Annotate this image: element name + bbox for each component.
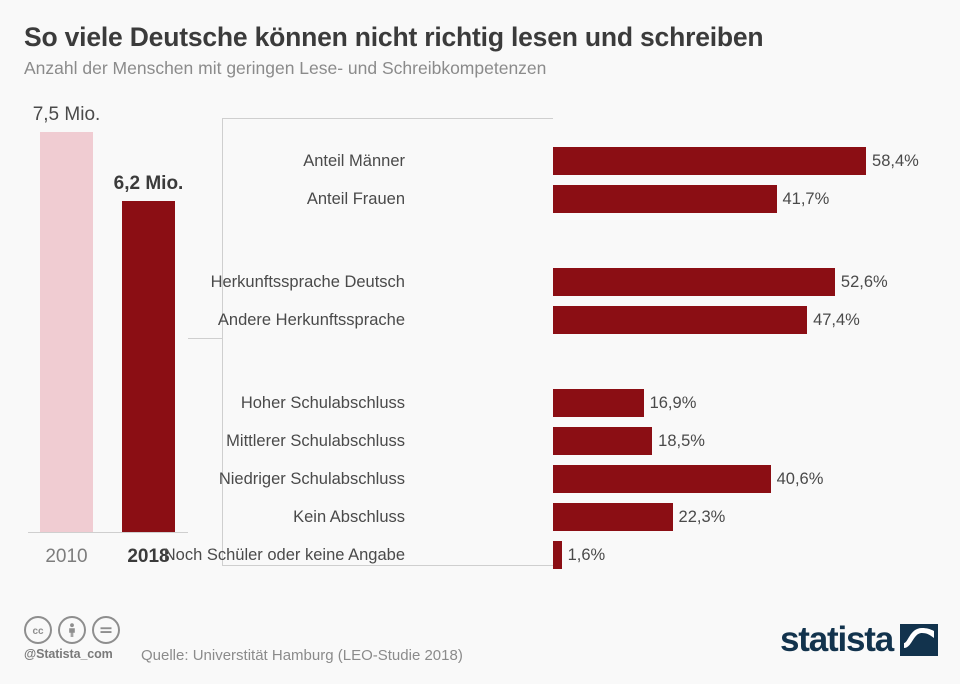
bar-value-label: 1,6% [567,545,606,564]
bar-label: Andere Herkunftssprache [217,310,405,329]
statista-handle: @Statista_com [24,647,113,661]
bar-value-label: 52,6% [840,272,888,291]
column-bar-2010: 7,5 Mio. [33,104,100,532]
bar-value-label: 58,4% [872,151,919,170]
page-title: So viele Deutsche können nicht richtig l… [24,22,764,52]
bar-fill [553,185,777,213]
header: So viele Deutsche können nicht richtig l… [24,22,944,79]
bar-label: Mittlerer Schulabschluss [226,431,405,450]
bar-fill [553,306,808,334]
bar-row: Niedriger Schulabschluss 40,6% [0,465,960,493]
bar-fill [553,541,562,569]
bar-label: Herkunftssprache Deutsch [210,272,405,291]
bar-row: Andere Herkunftssprache 47,4% [0,306,960,334]
bar-row: Herkunftssprache Deutsch 52,6% [0,268,960,296]
cc-badges: cc [24,616,120,644]
bar-fill [553,465,771,493]
callout-connector-line [188,338,223,339]
bar-value-label: 18,5% [658,431,705,450]
column-value-label-2010: 7,5 Mio. [32,104,101,125]
statista-wordmark: statista [780,620,894,659]
x-tick-label-2010: 2010 [45,546,88,567]
creative-commons-block: cc @Statista_com [24,616,120,661]
bar-label: Niedriger Schulabschluss [218,469,405,488]
x-axis-line [28,532,188,533]
bar-row: Anteil Männer 58,4% [0,147,960,175]
svg-text:cc: cc [32,626,44,637]
bar-label: Kein Abschluss [293,507,405,526]
bar-label: Anteil Frauen [306,189,405,208]
x-tick-label-2018: 2018 [127,546,170,567]
bar-row: Noch Schüler oder keine Angabe 1,6% [0,541,960,569]
bar-value-label: 40,6% [776,469,824,488]
attribution-person-icon [58,616,86,644]
no-derivatives-equals-icon [92,616,120,644]
bar-label: Anteil Männer [303,151,405,170]
bar-row: Hoher Schulabschluss 16,9% [0,389,960,417]
column-bar-fill-2018 [122,201,175,532]
bar-value-label: 47,4% [813,310,860,329]
cc-icon: cc [24,616,52,644]
bar-row: Kein Abschluss 22,3% [0,503,960,531]
bar-fill [553,147,867,175]
vertical-bar-chart: 7,5 Mio. 6,2 Mio. 2010 2018 [0,104,200,580]
bar-row: Anteil Frauen 41,7% [0,185,960,213]
bar-fill [553,389,644,417]
column-value-label-2018: 6,2 Mio. [113,173,184,195]
statista-logo[interactable]: statista [780,622,938,657]
page-subtitle: Anzahl der Menschen mit geringen Lese- u… [24,57,547,78]
source-note: Quelle: Universtität Hamburg (LEO-Studie… [141,647,463,664]
bar-fill [553,268,835,296]
column-bar-fill-2010 [40,132,93,532]
bar-label: Hoher Schulabschluss [240,393,405,412]
bar-value-label: 22,3% [678,507,726,526]
bar-row: Mittlerer Schulabschluss 18,5% [0,427,960,455]
bar-label: Noch Schüler oder keine Angabe [163,545,405,564]
column-bar-2018: 6,2 Mio. [114,173,183,532]
footer: cc @Statista_com Quelle: U [0,600,960,684]
bar-fill [553,503,673,531]
bar-value-label: 16,9% [649,393,697,412]
statista-mark-icon [900,623,938,656]
bar-fill [553,427,653,455]
bar-value-label: 41,7% [782,189,830,208]
